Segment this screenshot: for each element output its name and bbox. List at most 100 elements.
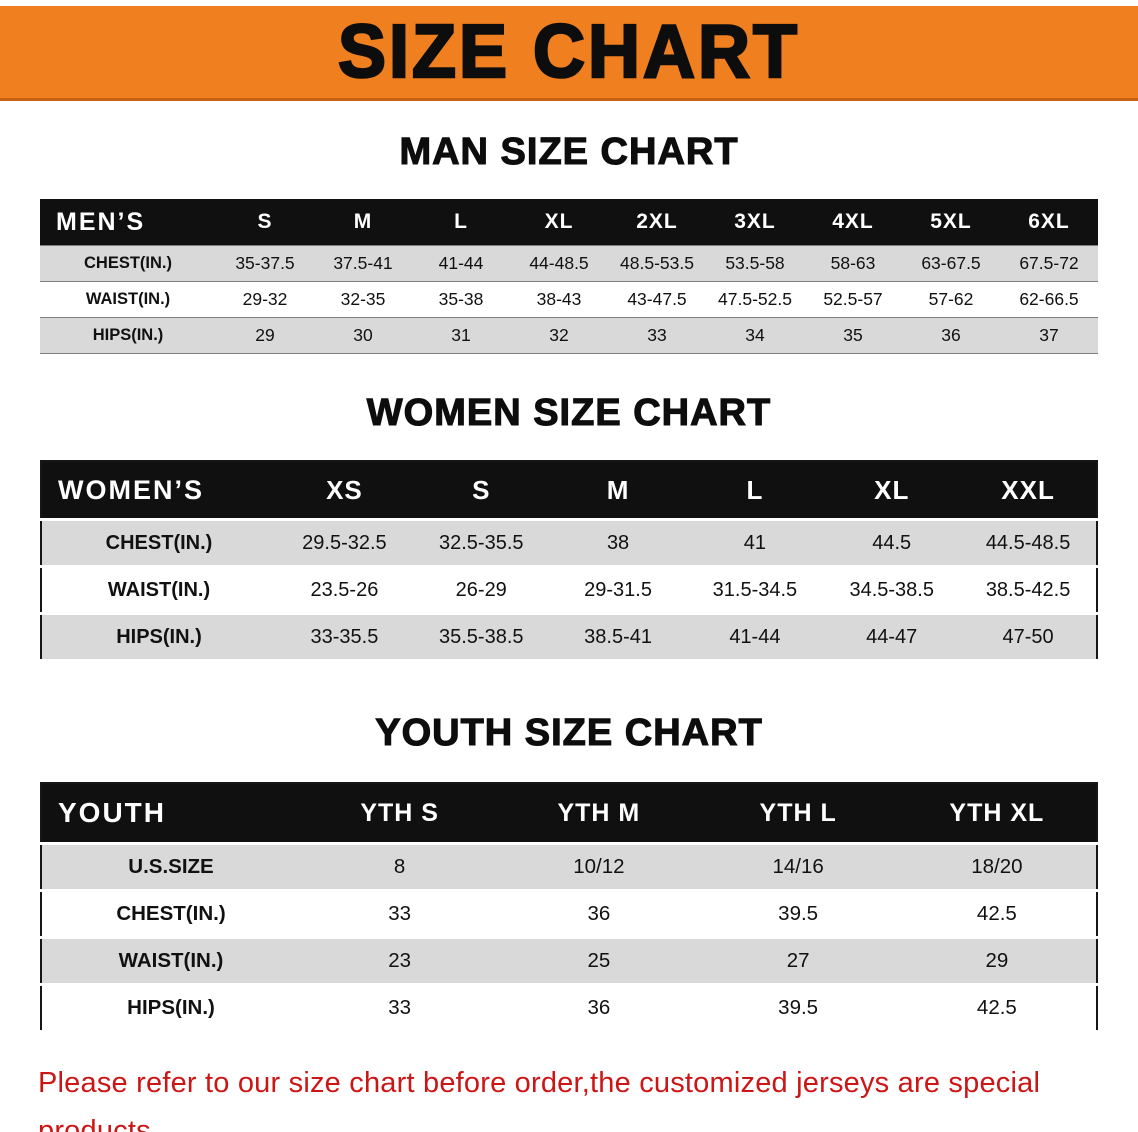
value-cell: 47.5-52.5 [706,281,804,318]
value-cell: 31 [412,317,510,354]
size-header-cell: 3XL [706,199,804,246]
value-cell: 29-31.5 [549,566,687,615]
table-row: HIPS(IN.) 33-35.5 35.5-38.5 38.5-41 41-44 44-… [41,613,1097,662]
value-cell: 33-35.5 [276,613,413,662]
value-cell: 25 [499,937,699,986]
value-cell: 33 [608,317,706,354]
value-cell: 58-63 [804,245,902,282]
row-label-cell: HIPS(IN.) [41,613,276,662]
row-label-cell: WAIST(IN.) [41,566,276,615]
value-cell: 35.5-38.5 [412,613,550,662]
size-header-cell: XXL [960,461,1097,521]
value-cell: 37.5-41 [314,245,412,282]
value-cell: 29 [216,317,314,354]
size-header-cell: 2XL [608,199,706,246]
value-cell: 48.5-53.5 [608,245,706,282]
value-cell: 47-50 [960,613,1097,662]
value-cell: 38-43 [510,281,608,318]
table-row: WAIST(IN.) 29-32 32-35 35-38 38-43 43-47.5 47.… [40,281,1098,318]
row-label-cell: CHEST(IN.) [41,519,276,568]
value-cell: 30 [314,317,412,354]
table-row: CHEST(IN.) 35-37.5 37.5-41 41-44 44-48.5 48.5… [40,245,1098,282]
value-cell: 44-47 [823,613,961,662]
table-row: CHEST(IN.) 33 36 39.5 42.5 [41,890,1097,939]
table-row: HIPS(IN.) 33 36 39.5 42.5 [41,984,1097,1033]
table-header-row: YOUTH YTH S YTH M YTH L YTH XL [41,783,1097,845]
value-cell: 32 [510,317,608,354]
table-row: U.S.SIZE 8 10/12 14/16 18/20 [41,843,1097,892]
value-cell: 33 [300,890,500,939]
value-cell: 35-38 [412,281,510,318]
men-size-chart-heading: MAN SIZE CHART [399,130,739,173]
value-cell: 43-47.5 [608,281,706,318]
size-header-cell: 5XL [902,199,1000,246]
women-size-chart-heading: WOMEN SIZE CHART [366,391,772,434]
table-row: WAIST(IN.) 23.5-26 26-29 29-31.5 31.5-34.5 34… [41,566,1097,615]
size-header-cell: L [412,199,510,246]
value-cell: 31.5-34.5 [686,566,824,615]
row-label-cell: WAIST(IN.) [41,937,300,986]
value-cell: 34 [706,317,804,354]
row-label-cell: HIPS(IN.) [40,317,216,354]
value-cell: 39.5 [698,890,898,939]
disclaimer-line-1: Please refer to our size chart before or… [38,1067,1041,1132]
value-cell: 42.5 [897,890,1097,939]
value-cell: 44.5-48.5 [960,519,1097,568]
size-header-cell: S [216,199,314,246]
value-cell: 36 [499,890,699,939]
table-header-row: MEN’S S M L XL 2XL 3XL 4XL 5XL 6XL [40,199,1098,246]
value-cell: 38.5-41 [549,613,687,662]
size-header-cell: YTH M [499,783,699,845]
value-cell: 18/20 [897,843,1097,892]
disclaimer: Please refer to our size chart before or… [0,1059,1138,1132]
value-cell: 27 [698,937,898,986]
size-header-cell: L [686,461,824,521]
size-header-cell: XL [510,199,608,246]
banner-title: SIZE CHART [337,10,800,94]
value-cell: 32.5-35.5 [412,519,550,568]
youth-size-chart-heading: YOUTH SIZE CHART [375,711,763,754]
value-cell: 38 [549,519,687,568]
value-cell: 39.5 [698,984,898,1033]
value-cell: 33 [300,984,500,1033]
value-cell: 8 [300,843,500,892]
size-header-cell: XL [823,461,961,521]
table-title-cell: WOMEN’S [41,461,276,521]
size-header-cell: YTH L [698,783,898,845]
women-size-table: WOMEN’S XS S M L XL XXL CHEST(IN.) 29.5-32.5 32.5… [40,460,1098,662]
section-men: MAN SIZE CHART MEN’S S M L XL 2XL 3XL 4XL 5XL 6XL… [0,129,1138,354]
size-header-cell: S [412,461,550,521]
value-cell: 63-67.5 [902,245,1000,282]
value-cell: 26-29 [412,566,550,615]
value-cell: 42.5 [897,984,1097,1033]
value-cell: 44-48.5 [510,245,608,282]
value-cell: 32-35 [314,281,412,318]
value-cell: 10/12 [499,843,699,892]
value-cell: 57-62 [902,281,1000,318]
value-cell: 29.5-32.5 [276,519,413,568]
table-row: WAIST(IN.) 23 25 27 29 [41,937,1097,986]
value-cell: 41-44 [412,245,510,282]
row-label-cell: HIPS(IN.) [41,984,300,1033]
banner: SIZE CHART [0,6,1138,101]
men-size-table: MEN’S S M L XL 2XL 3XL 4XL 5XL 6XL CHEST(IN.) 35-37… [40,199,1098,354]
value-cell: 38.5-42.5 [960,566,1097,615]
section-youth: YOUTH SIZE CHART YOUTH YTH S YTH M YTH L YTH… [0,710,1138,1033]
table-header-row: WOMEN’S XS S M L XL XXL [41,461,1097,521]
row-label-cell: CHEST(IN.) [40,245,216,282]
size-header-cell: 4XL [804,199,902,246]
size-header-cell: 6XL [1000,199,1098,246]
value-cell: 37 [1000,317,1098,354]
value-cell: 53.5-58 [706,245,804,282]
size-header-cell: YTH XL [897,783,1097,845]
value-cell: 41-44 [686,613,824,662]
value-cell: 34.5-38.5 [823,566,961,615]
value-cell: 36 [499,984,699,1033]
table-row: HIPS(IN.) 29 30 31 32 33 34 35 36 37 [40,317,1098,354]
value-cell: 35 [804,317,902,354]
size-header-cell: YTH S [300,783,500,845]
value-cell: 23 [300,937,500,986]
row-label-cell: U.S.SIZE [41,843,300,892]
table-title-cell: YOUTH [41,783,300,845]
